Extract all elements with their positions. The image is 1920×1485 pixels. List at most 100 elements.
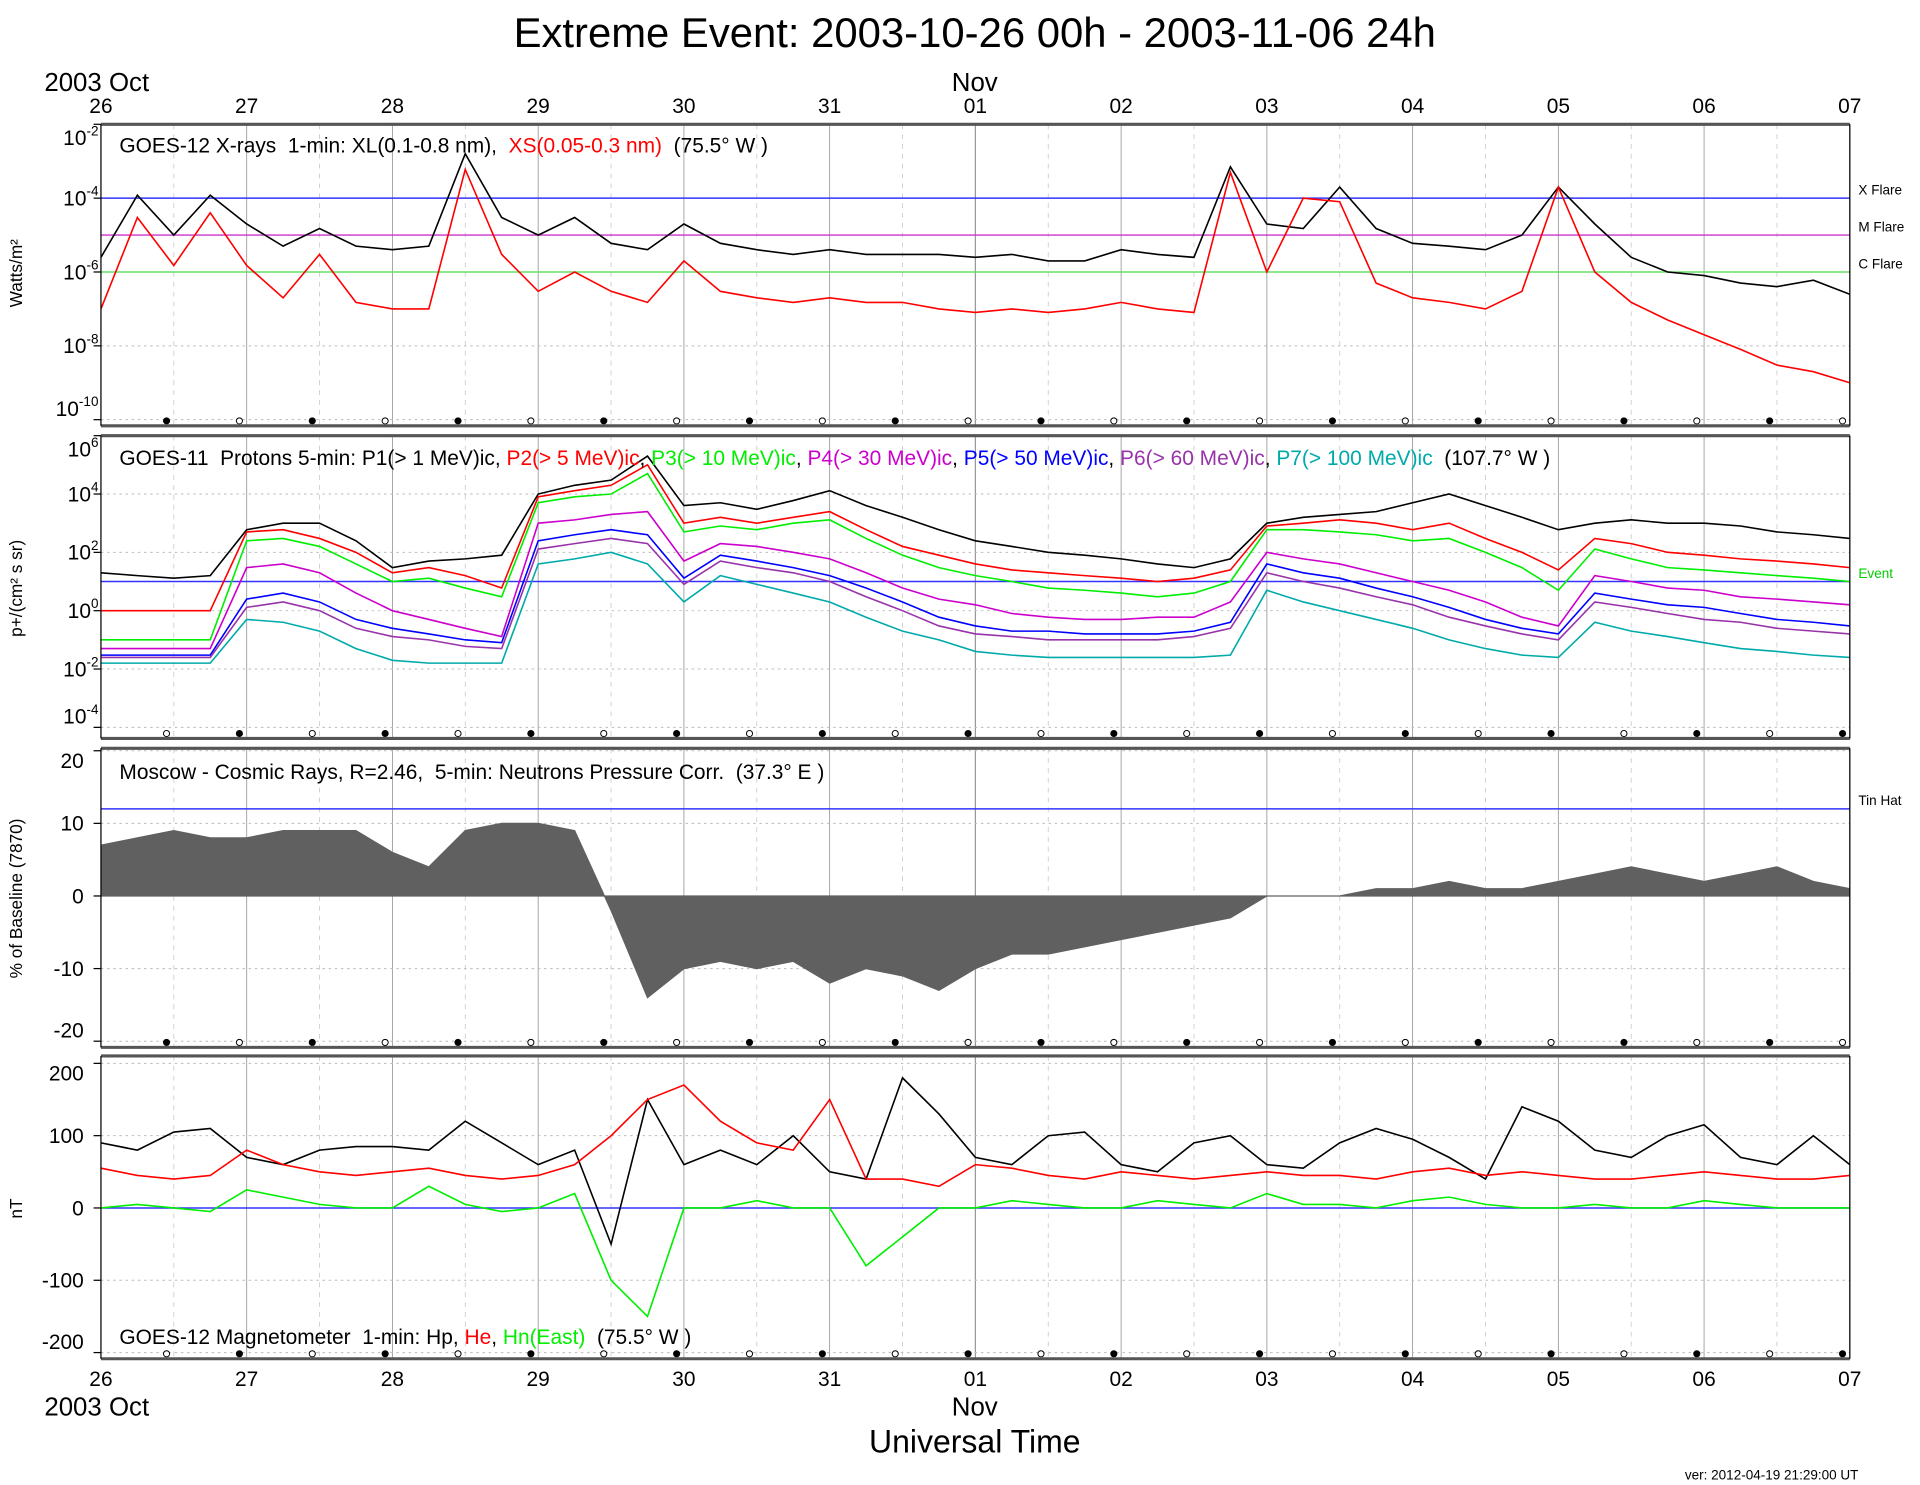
local-noon-marker (381, 1038, 389, 1046)
y-tick-label: 0 (72, 885, 84, 908)
y-tick-label: 10-2 (63, 655, 98, 682)
x-tick-label: 04 (1401, 1368, 1425, 1391)
month-label-top-nov: Nov (952, 69, 998, 97)
series-group (100, 151, 1850, 384)
threshold-label: X Flare (1858, 182, 1902, 197)
local-noon-marker (1838, 1038, 1847, 1046)
local-noon-marker (745, 1350, 754, 1358)
local-noon-marker (745, 729, 754, 738)
local-noon-marker (1766, 1350, 1774, 1358)
local-noon-marker (1474, 1350, 1482, 1358)
threshold-label: C Flare (1858, 256, 1902, 271)
local-noon-marker (818, 1038, 826, 1046)
y-tick-label: 10-4 (63, 702, 99, 729)
local-midnight-marker (454, 1038, 462, 1046)
y-axis-label: Watts/m² (6, 239, 26, 307)
x-tick-label: 26 (89, 1368, 112, 1391)
local-midnight-marker (235, 729, 243, 738)
local-noon-marker (1766, 729, 1774, 738)
y-tick-label: -200 (42, 1331, 84, 1354)
local-noon-marker (1328, 729, 1337, 738)
local-midnight-marker (381, 729, 389, 738)
local-midnight-marker (527, 729, 535, 738)
x-tick-label: 07 (1838, 1368, 1861, 1391)
local-midnight-marker (1620, 1038, 1628, 1046)
local-midnight-marker (673, 729, 681, 738)
y-axis-label: p+/(cm² s sr) (6, 540, 26, 637)
local-midnight-marker (527, 1350, 535, 1358)
local-midnight-marker (673, 1350, 681, 1358)
local-midnight-marker (745, 1038, 754, 1046)
panel-title: GOES-12 Magnetometer 1-min: Hp, He, Hn(E… (119, 1326, 691, 1349)
version-stamp: ver: 2012-04-19 21:29:00 UT (1685, 1467, 1859, 1482)
local-noon-marker (1256, 417, 1264, 425)
x-tick-label: 30 (672, 1368, 695, 1391)
series-group (100, 455, 1850, 664)
x-tick-label: 31 (818, 1368, 841, 1391)
local-midnight-marker (1110, 1350, 1118, 1358)
x-tick-label: 01 (964, 95, 987, 118)
y-tick-label: 100 (49, 1125, 84, 1148)
x-tick-label: 26 (89, 95, 112, 118)
x-tick-label: 29 (527, 1368, 550, 1391)
local-midnight-marker (1620, 417, 1628, 425)
local-midnight-marker (235, 1350, 243, 1358)
local-noon-marker (1328, 1350, 1337, 1358)
y-tick-label: 106 (68, 435, 99, 462)
series-area-neutrons (100, 822, 1850, 999)
y-tick-label: 104 (68, 480, 99, 507)
chart-title: Extreme Event: 2003-10-26 00h - 2003-11-… (514, 9, 1436, 56)
local-midnight-marker (1256, 729, 1264, 738)
local-midnight-marker (1183, 417, 1191, 425)
series-line (100, 1084, 1850, 1188)
local-noon-marker (162, 1350, 171, 1358)
local-noon-marker (964, 417, 972, 425)
local-noon-marker (964, 1038, 972, 1046)
y-tick-label: 10-2 (63, 123, 98, 150)
local-noon-marker (1693, 1038, 1701, 1046)
threshold-label: Tin Hat (1858, 793, 1901, 808)
local-noon-marker (454, 729, 462, 738)
y-axis-label: nT (6, 1198, 26, 1219)
local-noon-marker (1474, 729, 1482, 738)
local-noon-marker (1547, 1038, 1555, 1046)
x-tick-label: 01 (964, 1368, 987, 1391)
panel-magnetometer: 200 100 0 -100 -200 GOES-12 Magnetometer 1-mi… (6, 1054, 1851, 1361)
y-tick-label: -10 (54, 958, 84, 981)
y-tick-label: 200 (49, 1063, 84, 1086)
series-line (100, 537, 1850, 659)
local-noon-marker (1693, 417, 1701, 425)
x-tick-label: 28 (381, 95, 404, 118)
local-midnight-marker (1547, 1350, 1555, 1358)
local-midnight-marker (308, 417, 316, 425)
x-tick-label: 05 (1547, 95, 1570, 118)
y-tick-label: 20 (60, 750, 83, 773)
local-noon-marker (1547, 417, 1555, 425)
local-midnight-marker (1328, 1038, 1337, 1046)
local-noon-marker (673, 1038, 681, 1046)
series-line (100, 472, 1850, 641)
local-noon-marker (235, 1038, 243, 1046)
local-midnight-marker (818, 729, 826, 738)
local-noon-marker (308, 1350, 316, 1358)
local-midnight-marker (1110, 729, 1118, 738)
series-group (100, 1076, 1850, 1318)
local-midnight-marker (964, 729, 972, 738)
series-group (100, 822, 1850, 999)
month-label-bottom-nov: Nov (952, 1393, 998, 1421)
local-noon-marker (308, 729, 316, 738)
y-tick-label: 0 (72, 1197, 84, 1220)
local-noon-marker (527, 1038, 535, 1046)
local-midnight-marker (1474, 417, 1482, 425)
panel-title: Moscow - Cosmic Rays, R=2.46, 5-min: Neu… (119, 761, 824, 784)
panel-protons: 106 104 102 100 10-2 10-4 Event GOES-11 Protons… (6, 434, 1893, 740)
x-tick-label: 27 (235, 1368, 258, 1391)
local-noon-marker (1110, 1038, 1118, 1046)
local-midnight-marker (964, 1350, 972, 1358)
local-midnight-marker (1766, 417, 1774, 425)
x-tick-label: 02 (1109, 1368, 1132, 1391)
x-tick-label: 28 (381, 1368, 404, 1391)
x-tick-label: 06 (1692, 95, 1715, 118)
x-tick-label: 30 (672, 95, 695, 118)
